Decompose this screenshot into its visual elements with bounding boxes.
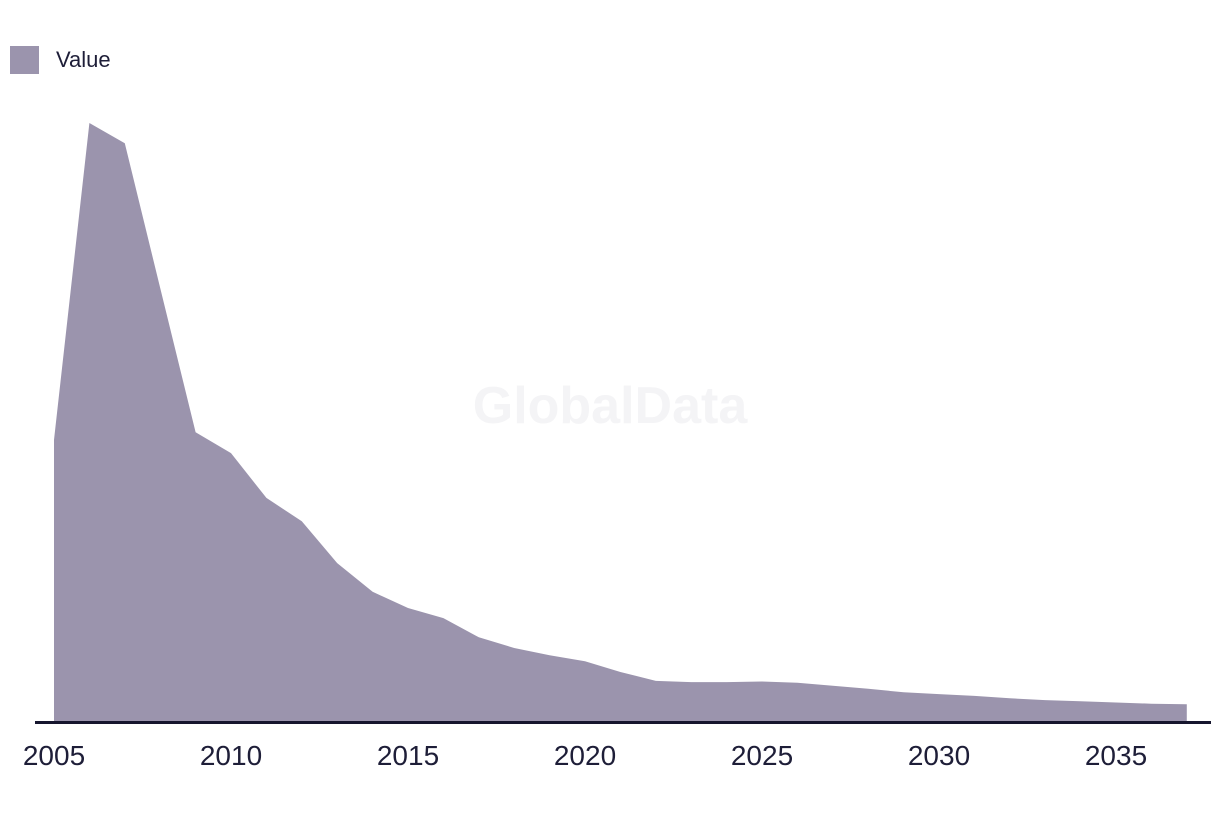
x-tick-label-2020: 2020 <box>553 740 617 771</box>
x-tick-label-2015: 2015 <box>376 740 440 771</box>
area-series-value <box>54 123 1187 721</box>
legend: Value <box>10 46 111 74</box>
x-tick-label-2025: 2025 <box>730 740 794 771</box>
globaldata-watermark: GlobalData <box>472 377 748 435</box>
x-tick-label-2010: 2010 <box>199 740 263 771</box>
x-tick-label-2035: 2035 <box>1084 740 1148 771</box>
x-tick-label-2030: 2030 <box>907 740 971 771</box>
x-tick-label-2005: 2005 <box>22 740 86 771</box>
legend-label-value: Value <box>56 47 111 72</box>
legend-swatch-value <box>10 46 39 74</box>
